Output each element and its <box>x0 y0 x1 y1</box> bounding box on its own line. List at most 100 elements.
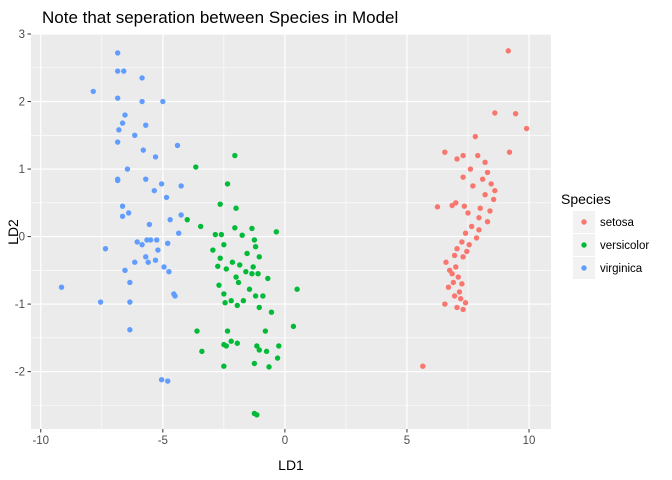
point-virginica <box>139 75 145 81</box>
point-versicolor <box>244 250 250 257</box>
point-virginica <box>146 221 153 228</box>
point-setosa <box>443 259 449 265</box>
point-setosa <box>468 223 475 230</box>
point-setosa <box>512 110 519 117</box>
point-setosa <box>484 219 491 225</box>
point-virginica <box>161 264 167 270</box>
point-versicolor <box>260 293 266 299</box>
x-tick-label: 10 <box>523 435 536 447</box>
point-setosa <box>461 203 468 209</box>
point-virginica <box>114 177 121 184</box>
legend-swatch-setosa <box>581 219 587 225</box>
point-setosa <box>450 279 457 286</box>
point-versicolor <box>224 328 231 334</box>
point-setosa <box>453 264 459 270</box>
point-virginica <box>140 147 147 153</box>
x-tick-label: 5 <box>404 435 410 447</box>
point-versicolor <box>224 181 231 187</box>
legend-label-virginica: virginica <box>600 263 643 275</box>
point-versicolor <box>252 293 259 299</box>
point-virginica <box>158 181 165 187</box>
point-versicolor <box>254 343 260 349</box>
point-versicolor <box>262 328 269 334</box>
y-tick-label: 3 <box>19 29 25 41</box>
point-setosa <box>442 149 448 155</box>
point-versicolor <box>240 298 247 304</box>
point-versicolor <box>234 302 240 309</box>
point-versicolor <box>294 286 300 292</box>
point-setosa <box>449 202 455 209</box>
point-virginica <box>151 187 157 194</box>
legend: Species setosa versicolor virginica <box>561 191 649 279</box>
point-versicolor <box>228 338 234 344</box>
point-versicolor <box>233 274 239 280</box>
x-tick-label: 0 <box>282 435 288 447</box>
point-virginica <box>139 241 145 248</box>
point-versicolor <box>218 231 225 238</box>
data-points <box>58 48 530 418</box>
point-versicolor <box>221 241 227 248</box>
point-setosa <box>472 133 479 140</box>
point-virginica <box>172 293 178 299</box>
point-setosa <box>460 306 466 313</box>
point-versicolor <box>263 348 270 355</box>
point-virginica <box>132 259 138 265</box>
point-virginica <box>152 257 159 263</box>
point-virginica <box>119 213 126 220</box>
point-virginica <box>165 240 171 247</box>
point-versicolor <box>255 271 261 277</box>
point-versicolor <box>250 264 256 270</box>
point-setosa <box>462 300 469 306</box>
point-versicolor <box>256 304 262 311</box>
point-setosa <box>451 252 458 259</box>
point-virginica <box>102 246 109 252</box>
point-virginica <box>160 98 166 105</box>
point-virginica <box>119 120 126 126</box>
legend-items: setosa versicolor virginica <box>573 211 649 279</box>
point-virginica <box>178 212 184 218</box>
point-setosa <box>455 274 461 280</box>
point-versicolor <box>251 237 258 243</box>
point-versicolor <box>268 309 275 315</box>
point-virginica <box>116 127 122 133</box>
point-setosa <box>470 183 476 189</box>
point-versicolor <box>246 286 253 292</box>
point-versicolor <box>256 254 262 260</box>
point-virginica <box>127 327 133 333</box>
point-setosa <box>523 125 530 132</box>
point-setosa <box>505 48 511 54</box>
point-versicolor <box>217 201 223 207</box>
point-setosa <box>465 210 471 216</box>
point-setosa <box>479 176 486 182</box>
point-virginica <box>125 210 132 216</box>
point-virginica <box>139 98 145 105</box>
point-versicolor <box>221 291 227 297</box>
y-tick-label: 1 <box>19 164 25 176</box>
point-versicolor <box>229 259 236 265</box>
grid-minor <box>31 34 551 429</box>
point-versicolor <box>266 364 272 370</box>
point-setosa <box>459 281 465 287</box>
legend-label-versicolor: versicolor <box>600 240 649 252</box>
point-versicolor <box>194 328 200 334</box>
point-setosa <box>492 110 498 116</box>
point-setosa <box>460 152 466 159</box>
point-versicolor <box>243 268 249 275</box>
point-setosa <box>445 284 452 290</box>
point-versicolor <box>265 275 271 282</box>
y-tick-label: 0 <box>19 232 25 244</box>
point-versicolor <box>193 164 199 170</box>
point-virginica <box>122 112 128 118</box>
point-virginica <box>97 299 104 305</box>
point-setosa <box>442 301 448 307</box>
point-setosa <box>484 169 491 176</box>
point-setosa <box>462 230 469 236</box>
point-versicolor <box>210 247 216 253</box>
point-setosa <box>460 174 466 180</box>
point-versicolor <box>233 205 239 211</box>
point-virginica <box>167 216 173 223</box>
point-setosa <box>420 363 426 369</box>
point-setosa <box>475 152 481 159</box>
point-virginica <box>127 279 133 286</box>
